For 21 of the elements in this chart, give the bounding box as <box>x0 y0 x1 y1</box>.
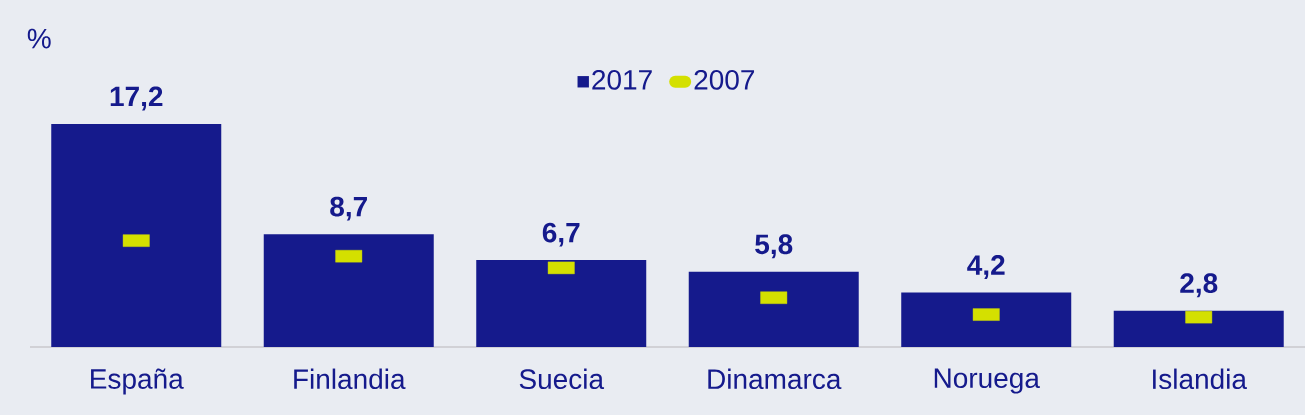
bar <box>51 123 222 347</box>
x-tick-label: Islandia <box>1153 368 1247 390</box>
bar <box>901 292 1072 347</box>
bar <box>476 260 647 347</box>
x-tick-label: Suecia <box>519 368 605 390</box>
data-label: 4,2 <box>967 255 1005 279</box>
x-tick-label: Noruega <box>934 368 1040 394</box>
data-label: 8,7 <box>330 196 367 221</box>
data-label: 2,8 <box>1180 273 1218 298</box>
data-label: 5,8 <box>755 234 793 259</box>
bar <box>688 271 859 347</box>
legend-label: 2007 <box>694 69 755 90</box>
x-tick-label: Finlandia <box>294 368 406 390</box>
x-tick-label: Dinamarca <box>708 368 842 390</box>
bar <box>1113 310 1284 347</box>
legend-label: 2017 <box>592 69 652 90</box>
data-label: 17,2 <box>110 86 163 111</box>
x-tick-label: España <box>91 368 184 395</box>
bar <box>263 234 434 347</box>
data-label: 6,7 <box>542 222 580 247</box>
y-axis-title: % <box>27 28 51 49</box>
